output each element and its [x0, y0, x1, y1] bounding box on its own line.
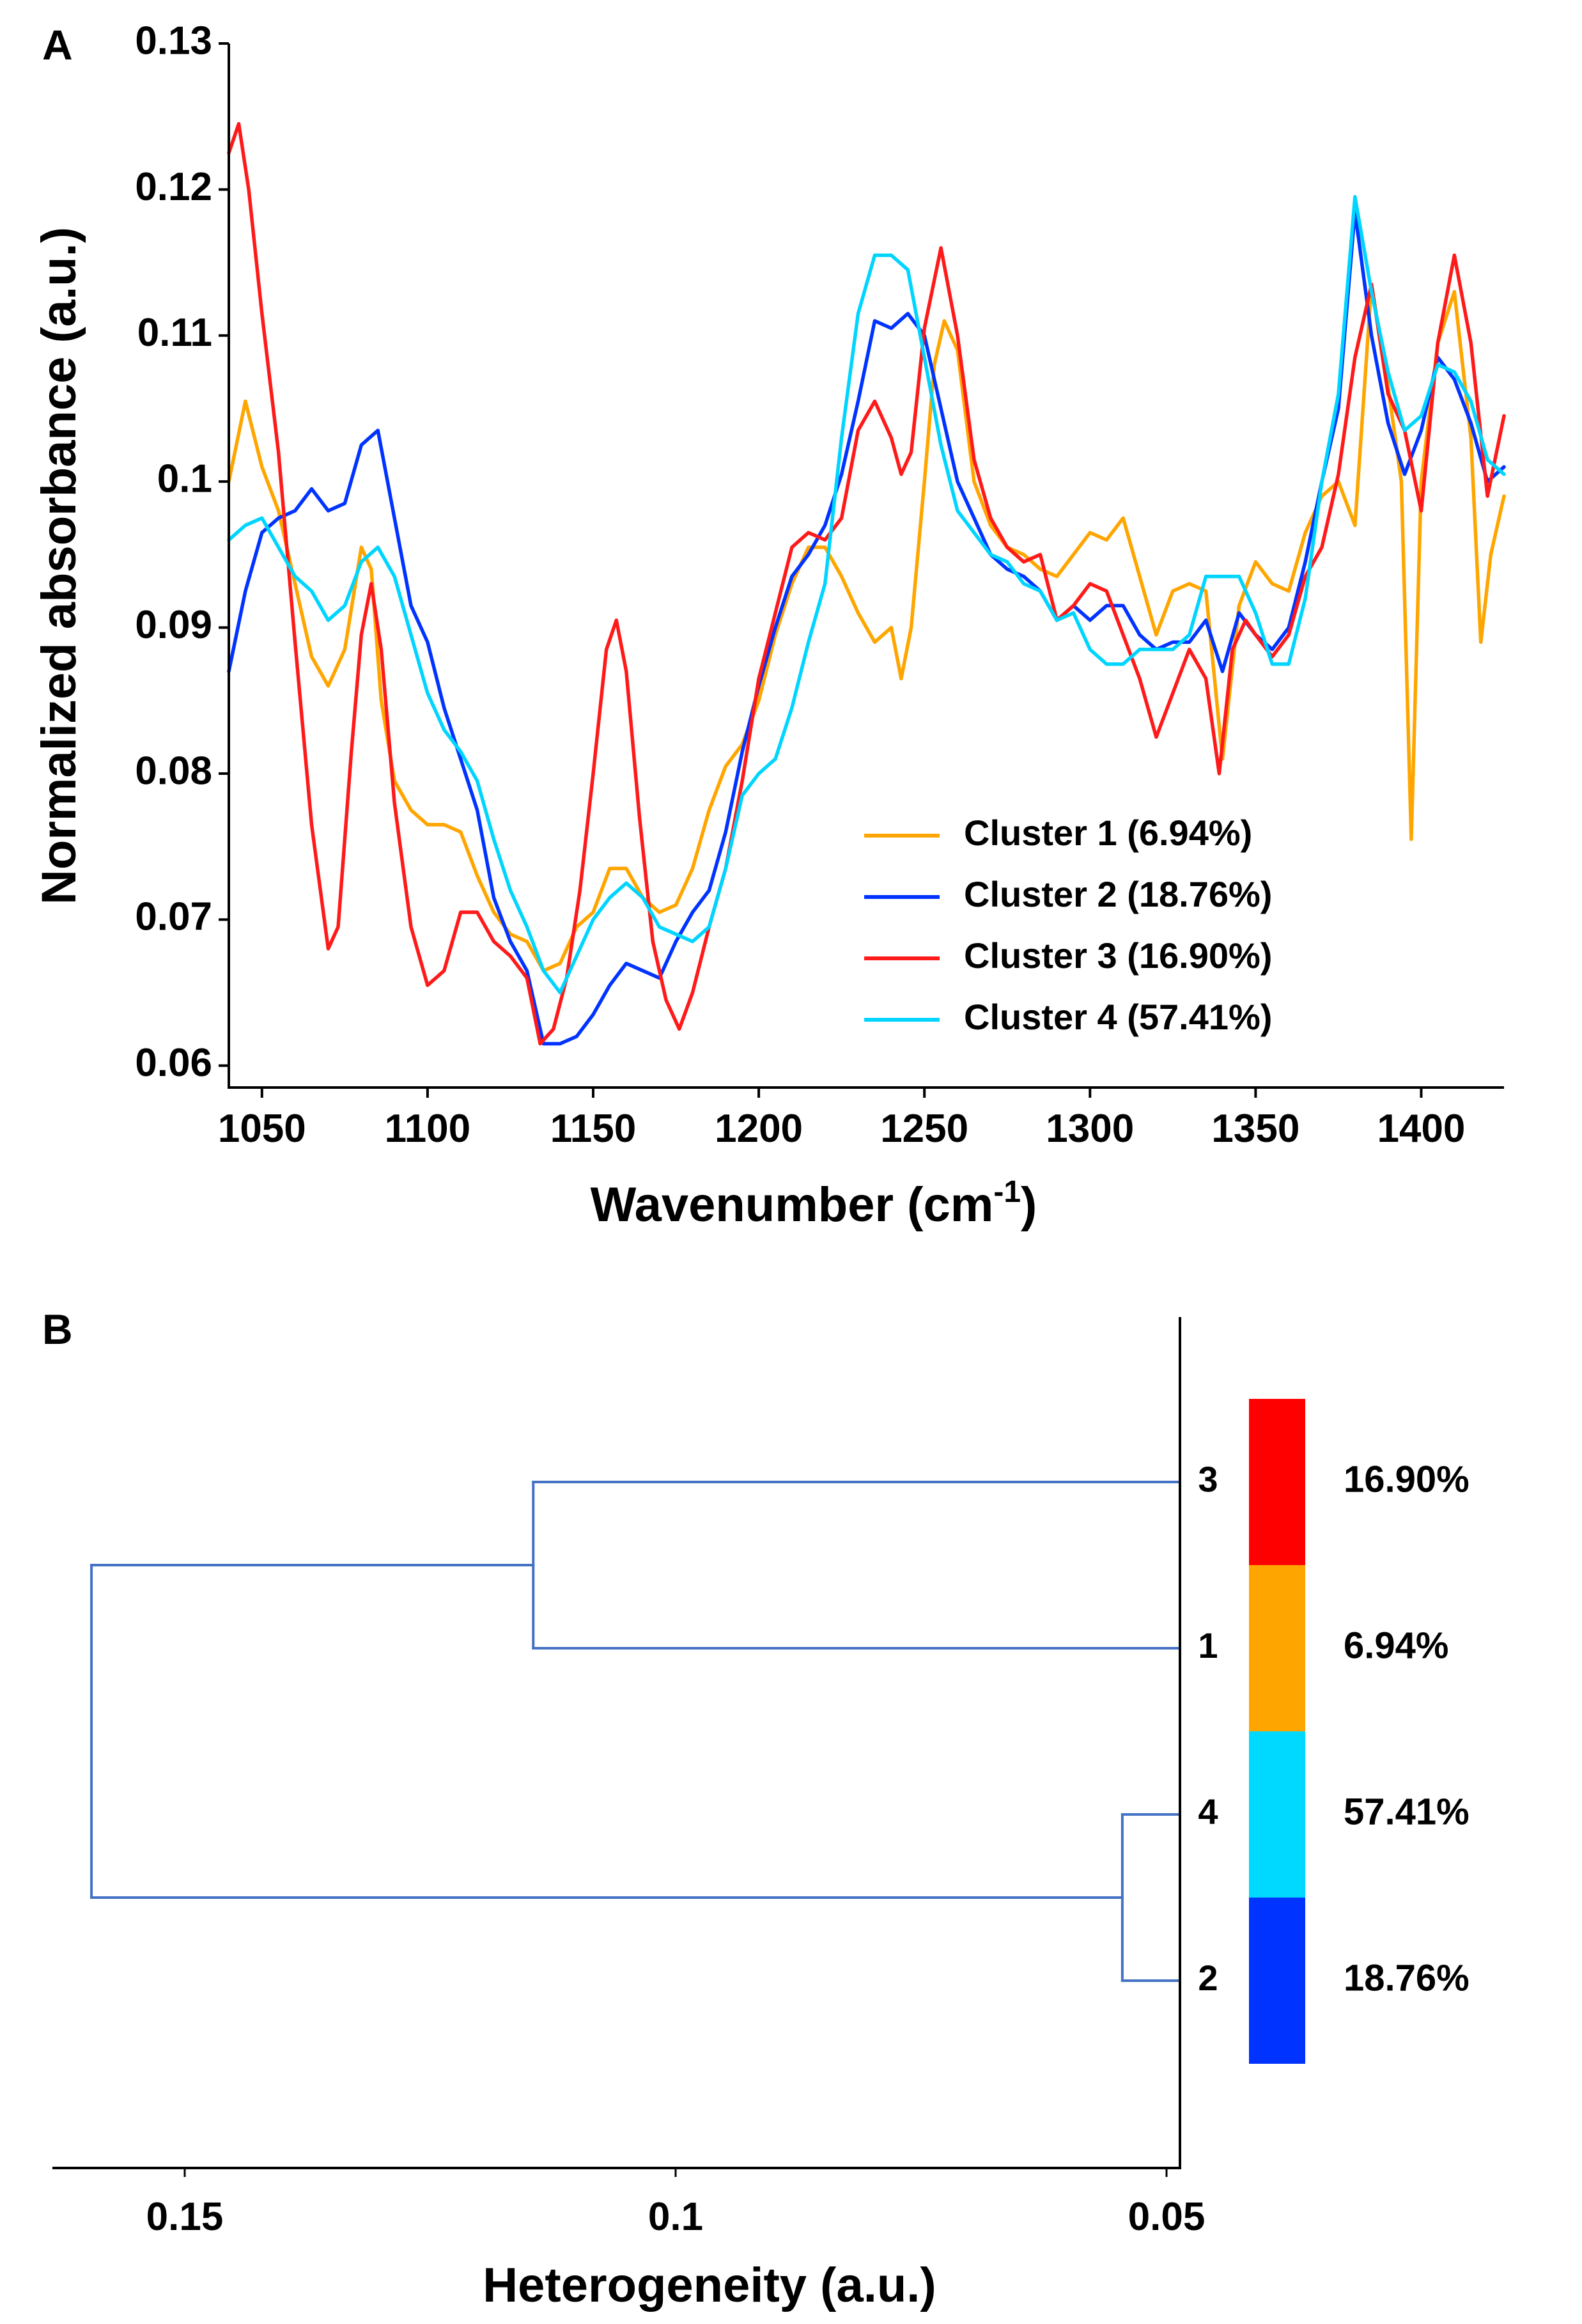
x-tick-label: 1400: [1377, 1107, 1465, 1151]
percent-label-cluster-1: 6.94%: [1344, 1625, 1448, 1666]
panel-a-label: A: [42, 21, 73, 68]
leaf-label-cluster-3: 3: [1198, 1459, 1218, 1499]
panel-a: A 0.06 0.07 0.08 0.09 0.1 0.11 0.12 0.13 1050 11…: [32, 19, 1506, 1232]
panel-b: B 0.15 0.1 0.05 Heterogeneity (a.u.) 3142 …: [42, 1306, 1470, 2312]
series-line-cluster-4: [227, 195, 1506, 995]
panel-b-percent-labels: 16.90% 6.94% 57.41% 18.76%: [1344, 1458, 1470, 1999]
panel-b-dendrogram: [90, 1481, 1181, 1982]
x-tick-label: 1200: [715, 1107, 803, 1151]
b-x-tick-label: 0.05: [1128, 2195, 1206, 2239]
y-tick-label: 0.1: [157, 457, 212, 501]
y-tick-label: 0.12: [135, 165, 212, 209]
percent-label-cluster-4: 57.41%: [1344, 1791, 1470, 1832]
b-x-tick-label: 0.1: [648, 2195, 703, 2239]
y-tick-label: 0.13: [135, 19, 212, 63]
x-tick-label: 1050: [218, 1107, 306, 1151]
series-line-cluster-2: [227, 209, 1506, 1046]
x-tick-label: 1150: [550, 1107, 637, 1151]
y-tick-label: 0.11: [137, 311, 212, 355]
panel-b-x-ticks: 0.15 0.1 0.05: [146, 2168, 1206, 2239]
panel-a-y-axis-title: Normalized absorbance (a.u.): [32, 227, 86, 905]
x-tick-label: 1300: [1046, 1107, 1134, 1151]
legend-label-cluster-2: Cluster 2 (18.76%): [964, 874, 1272, 914]
x-axis-title-superscript: -1: [993, 1175, 1021, 1209]
panel-b-x-axis-title: Heterogeneity (a.u.): [483, 2258, 936, 2312]
panel-b-cluster-color-bar: [1249, 1399, 1305, 2064]
legend-label-cluster-4: Cluster 4 (57.41%): [964, 997, 1272, 1037]
color-bar-segment-cluster-2: [1249, 1898, 1305, 2064]
panel-a-y-ticks: 0.06 0.07 0.08 0.09 0.1 0.11 0.12 0.13: [135, 19, 229, 1085]
x-tick-label: 1350: [1211, 1107, 1299, 1151]
panel-a-series-lines: [227, 121, 1506, 1046]
leaf-label-cluster-2: 2: [1198, 1958, 1218, 1998]
y-tick-label: 0.07: [135, 895, 212, 939]
x-tick-label: 1100: [385, 1107, 471, 1151]
color-bar-segment-cluster-3: [1249, 1399, 1305, 1565]
x-axis-title-end: ): [1021, 1178, 1037, 1232]
leaf-label-cluster-4: 4: [1198, 1791, 1218, 1832]
y-tick-label: 0.06: [135, 1041, 212, 1085]
y-tick-label: 0.08: [135, 749, 212, 793]
leaf-label-cluster-1: 1: [1198, 1625, 1218, 1665]
panel-a-x-ticks: 1050 1100 1150 1200 1250 1300 1350 1400: [218, 1088, 1465, 1151]
series-line-cluster-3: [227, 121, 1506, 1046]
percent-label-cluster-2: 18.76%: [1344, 1957, 1470, 1999]
x-tick-label: 1250: [880, 1107, 968, 1151]
panel-b-label: B: [42, 1306, 73, 1353]
legend-label-cluster-3: Cluster 3 (16.90%): [964, 935, 1272, 976]
x-axis-title-main: Wavenumber (cm: [591, 1178, 994, 1232]
percent-label-cluster-3: 16.90%: [1344, 1458, 1470, 1500]
panel-a-legend: Cluster 1 (6.94%) Cluster 2 (18.76%) Clust…: [864, 813, 1272, 1037]
y-tick-label: 0.09: [135, 603, 212, 647]
b-x-tick-label: 0.15: [146, 2195, 224, 2239]
color-bar-segment-cluster-1: [1249, 1565, 1305, 1731]
color-bar-segment-cluster-4: [1249, 1731, 1305, 1898]
legend-label-cluster-1: Cluster 1 (6.94%): [964, 813, 1252, 853]
panel-b-leaf-labels: 3 1 4 2: [1198, 1459, 1218, 1998]
series-line-cluster-1: [227, 283, 1506, 973]
panel-a-x-axis-title: Wavenumber (cm-1): [591, 1175, 1037, 1232]
